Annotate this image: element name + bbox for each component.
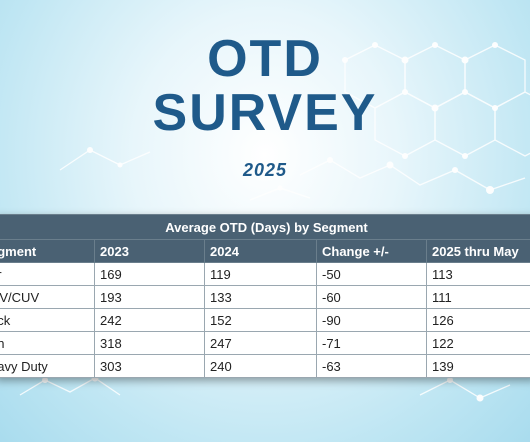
- segment-cell: UV/CUV: [0, 285, 95, 309]
- value-cell: 133: [204, 285, 317, 309]
- value-cell: -60: [316, 285, 427, 309]
- table-row: UV/CUV 193 133 -60 111: [0, 285, 530, 309]
- segment-cell: uck: [0, 308, 95, 332]
- column-header-change: Change +/-: [316, 239, 427, 263]
- survey-year: 2025: [242, 160, 288, 180]
- column-header-2025-thru-may: 2025 thru May: [425, 239, 530, 263]
- value-cell: 318: [94, 331, 205, 355]
- table-row: eavy Duty 303 240 -63 139: [0, 354, 530, 378]
- table-row: uck 242 152 -90 126: [0, 308, 530, 332]
- value-cell: -71: [316, 331, 427, 355]
- value-cell: 111: [425, 285, 530, 309]
- column-header-2024: 2024: [204, 239, 317, 263]
- value-cell: -50: [316, 262, 427, 286]
- table-row: an 318 247 -71 122: [0, 331, 530, 355]
- value-cell: 240: [204, 354, 317, 378]
- table-caption: Average OTD (Days) by Segment: [0, 214, 530, 240]
- value-cell: 119: [204, 262, 317, 286]
- value-cell: 242: [94, 308, 205, 332]
- value-cell: 303: [94, 354, 205, 378]
- otd-table: Average OTD (Days) by Segment egment 202…: [0, 214, 530, 378]
- value-cell: 113: [425, 262, 530, 286]
- title-line-1: OTD: [207, 30, 323, 88]
- segment-cell: an: [0, 331, 95, 355]
- value-cell: 247: [204, 331, 317, 355]
- value-cell: 139: [425, 354, 530, 378]
- value-cell: 122: [425, 331, 530, 355]
- column-header-2023: 2023: [94, 239, 205, 263]
- otd-table-container: Average OTD (Days) by Segment egment 202…: [0, 214, 530, 378]
- value-cell: 169: [94, 262, 205, 286]
- value-cell: -63: [316, 354, 427, 378]
- segment-cell: ar: [0, 262, 95, 286]
- value-cell: -90: [316, 308, 427, 332]
- value-cell: 126: [425, 308, 530, 332]
- value-cell: 152: [204, 308, 317, 332]
- table-row: ar 169 119 -50 113: [0, 262, 530, 286]
- segment-cell: eavy Duty: [0, 354, 95, 378]
- title-line-2: SURVEY: [152, 84, 378, 142]
- value-cell: 193: [94, 285, 205, 309]
- column-header-segment: egment: [0, 239, 95, 263]
